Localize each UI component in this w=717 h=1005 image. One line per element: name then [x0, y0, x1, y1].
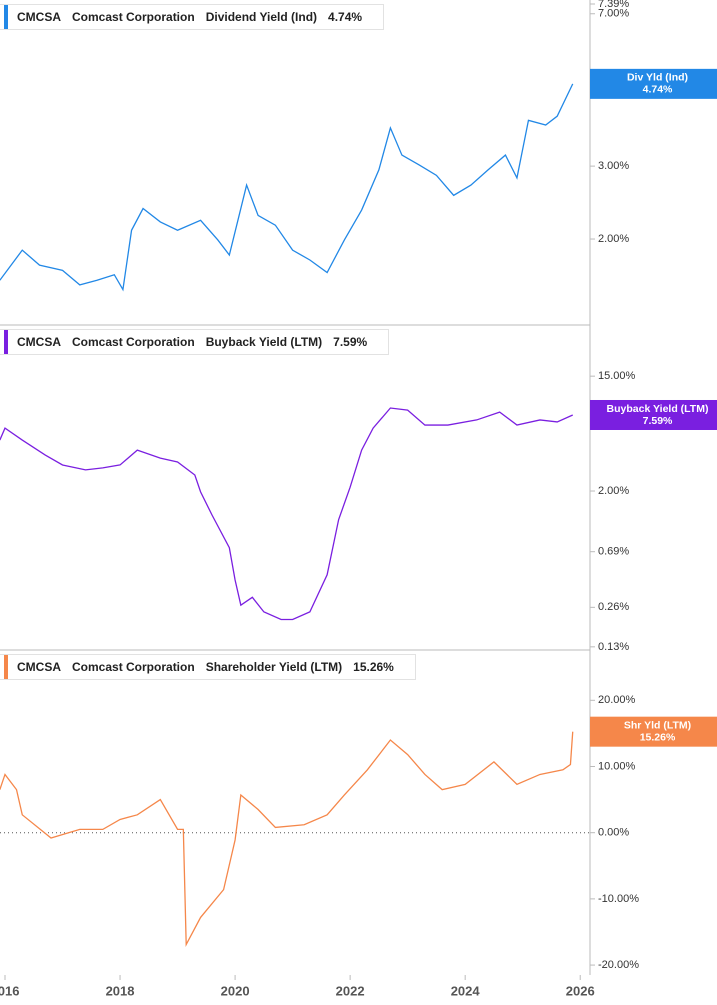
badge-value: 15.26% [640, 731, 676, 743]
last-value: 4.74% [328, 10, 363, 24]
y-tick-label: 15.00% [598, 370, 636, 382]
ticker: CMCSA [17, 660, 61, 674]
value-badge [590, 716, 717, 747]
y-tick-label: 10.00% [598, 760, 636, 772]
y-tick-label: 3.00% [598, 160, 629, 172]
x-tick-label: 2020 [221, 983, 250, 998]
badge-label: Div Yld (Ind) [627, 72, 688, 84]
y-tick-label: 0.00% [598, 827, 629, 839]
legend-header: CMCSA Comcast Corporation Shareholder Yiel… [0, 654, 416, 680]
legend-entry: Shareholder Yield (LTM) [205, 660, 343, 674]
last-value: 7.59% [333, 335, 368, 349]
company: Comcast Corporation [72, 660, 195, 674]
value-badge [590, 399, 717, 430]
y-tick-label: -20.00% [598, 959, 639, 971]
badge-value: 4.74% [643, 84, 673, 96]
y-tick-label: 7.00% [598, 8, 629, 20]
x-tick-label: 2016 [0, 983, 19, 998]
y-tick-label: 0.69% [598, 546, 629, 558]
x-tick-label: 2026 [566, 983, 595, 998]
x-tick-label: 2024 [451, 983, 481, 998]
y-tick-label: 2.00% [598, 485, 629, 497]
y-tick-label: 7.39% [598, 0, 629, 10]
legend-entry: Buyback Yield (LTM) [205, 335, 323, 349]
legend-entry: Dividend Yield (Ind) [205, 10, 318, 24]
badge-label: Shr Yld (LTM) [624, 719, 691, 731]
badge-value: 7.59% [643, 415, 673, 427]
legend-header: CMCSA Comcast Corporation Dividend Yield (… [0, 4, 385, 30]
y-tick-label: -10.00% [598, 893, 639, 905]
ticker: CMCSA [17, 10, 61, 24]
series-line [0, 731, 574, 948]
legend-swatch [4, 330, 8, 354]
x-tick-label: 2018 [106, 983, 135, 998]
value-badge [590, 68, 717, 99]
company: Comcast Corporation [72, 10, 195, 24]
series-line [0, 407, 574, 621]
y-tick-label: 0.13% [598, 641, 629, 653]
legend-header: CMCSA Comcast Corporation Buyback Yield (L… [0, 329, 390, 355]
company: Comcast Corporation [72, 335, 195, 349]
ticker: CMCSA [17, 335, 61, 349]
badge-label: Buyback Yield (LTM) [607, 403, 709, 415]
x-tick-label: 2022 [336, 983, 365, 998]
series-line [0, 83, 574, 292]
y-tick-label: 2.00% [598, 233, 629, 245]
legend-swatch [4, 5, 8, 29]
y-tick-label: 0.26% [598, 601, 629, 613]
legend-swatch [4, 655, 8, 679]
last-value: 15.26% [353, 660, 394, 674]
y-tick-label: 20.00% [598, 694, 636, 706]
